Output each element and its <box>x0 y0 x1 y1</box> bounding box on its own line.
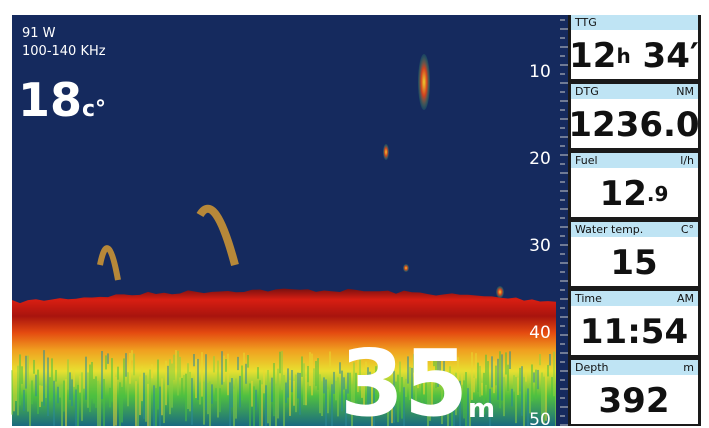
panel-label: Time <box>574 292 602 305</box>
depth-scale-label: 10 <box>529 62 551 82</box>
frequency-label: 100-140 KHz <box>22 44 106 59</box>
panel-unit: AM <box>677 292 694 305</box>
depth-value: 35 <box>340 330 468 428</box>
panel-value: 11:54 <box>580 312 688 352</box>
panel: DTG NM 1236.0 <box>568 84 700 148</box>
panel-label: Depth <box>575 361 609 374</box>
depth-scale-label: 20 <box>529 149 551 169</box>
panel: Fuel l/h 12.9 <box>571 153 698 217</box>
panel-value: 392 <box>599 381 670 421</box>
panel-value-part: 12 <box>600 174 647 214</box>
fish-targets <box>97 54 504 298</box>
panel-value-part: 1236.0 <box>568 105 699 145</box>
panel-unit: NM <box>676 85 694 98</box>
ruler <box>556 15 568 426</box>
temperature-value: 18 <box>18 73 82 127</box>
depth-scale-label: 40 <box>529 323 551 343</box>
panel-value-part: 34′ <box>631 36 699 76</box>
panel-value-part: h <box>616 44 630 68</box>
depth-scale-label: 50 <box>529 410 551 428</box>
panel-label: Water temp. <box>575 223 643 236</box>
panel-label: Fuel <box>575 154 598 167</box>
panel-header <box>571 84 698 99</box>
panel-label: DTG <box>575 85 599 98</box>
panel-value-part: 392 <box>599 381 670 421</box>
temperature-unit: c° <box>82 97 106 122</box>
panel-header <box>571 360 698 375</box>
panel-unit: l/h <box>680 154 694 167</box>
panel: Time AM 11:54 <box>571 291 698 355</box>
panel-value-part: 12 <box>569 36 616 76</box>
panel-value-part: 15 <box>610 243 657 283</box>
panel: TTG 12h 34′ <box>569 15 699 79</box>
panel-label: TTG <box>574 16 597 29</box>
panel-value: 15 <box>610 243 657 283</box>
panel-header <box>571 15 698 30</box>
depth-unit: m <box>468 394 495 424</box>
power-label: 91 W <box>22 26 56 41</box>
ruler-ticks: 10 20 30 40 50 <box>529 19 568 428</box>
panel-header <box>571 222 698 237</box>
panel-value-part: 11:54 <box>580 312 688 352</box>
temperature: 18c° <box>18 73 106 127</box>
panel-unit: m <box>683 361 694 374</box>
depth-scale-label: 30 <box>529 236 551 256</box>
panel-unit: C° <box>681 223 694 236</box>
panel-value: 12.9 <box>600 174 669 214</box>
panel-header <box>571 291 698 306</box>
panel-value: 12h 34′ <box>569 36 699 76</box>
panel-column <box>568 15 701 426</box>
panel: Depth m 392 <box>571 360 698 424</box>
panel: Water temp. C° 15 <box>571 222 698 286</box>
panel-value: 1236.0 <box>568 105 699 145</box>
panel-header <box>571 153 698 168</box>
panel-value-part: .9 <box>647 182 669 206</box>
